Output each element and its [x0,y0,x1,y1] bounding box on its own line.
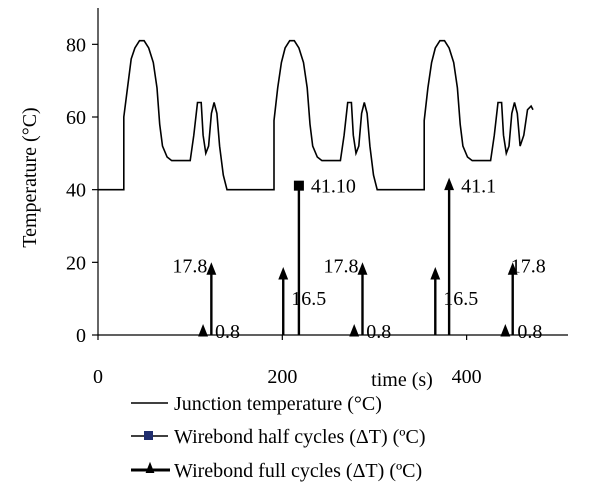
data-label: 0.8 [215,321,240,343]
full-cycle-marker [500,323,511,337]
legend-swatch-full-marker [145,461,155,473]
data-label: 0.8 [517,321,542,343]
chart-marks [98,39,534,337]
y-tick-label: 0 [76,325,86,347]
x-axis-title: time (s) [371,369,433,391]
chart-labels: time (s)Temperature (°C)17.816.541.100.8… [19,107,546,391]
data-label: 17.8 [323,255,358,277]
y-tick-label: 60 [66,107,86,129]
full-cycle-marker [430,266,441,280]
x-tick-label: 200 [267,366,297,388]
y-tick-label: 80 [66,34,86,56]
junction-temperature-line [98,39,534,191]
legend: Junction temperature (°C) Wirebond half c… [131,393,426,482]
data-label: 17.8 [511,255,546,277]
data-label: 17.8 [172,255,207,277]
data-label: 16.5 [291,288,326,310]
half-cycle-marker [293,180,304,191]
data-label: 16.5 [443,288,478,310]
data-label: 41.1 [461,176,496,198]
full-cycle-marker [357,262,368,275]
y-tick-label: 20 [66,252,86,274]
full-cycle-marker [206,262,217,275]
y-tick-label: 40 [66,180,86,202]
legend-swatch-half-marker [144,431,153,440]
full-cycle-marker [444,177,455,191]
full-cycle-marker [198,323,209,337]
full-cycle-marker [349,323,360,337]
axes: 0 20 40 60 80 0 200 400 [66,8,568,388]
x-tick-label: 400 [452,366,482,388]
legend-entry-2: Wirebond half cycles (ΔT) (ºC) [174,426,426,448]
data-label: 0.8 [366,321,391,343]
full-cycle-marker [507,262,518,275]
legend-entry-1: Junction temperature (°C) [174,393,382,415]
full-cycle-marker [278,266,289,280]
legend-entry-3: Wirebond full cycles (ΔT) (ºC) [174,460,422,482]
data-label: 41.10 [311,176,356,198]
y-axis-title: Temperature (°C) [19,107,41,247]
x-tick-label: 0 [93,366,103,388]
